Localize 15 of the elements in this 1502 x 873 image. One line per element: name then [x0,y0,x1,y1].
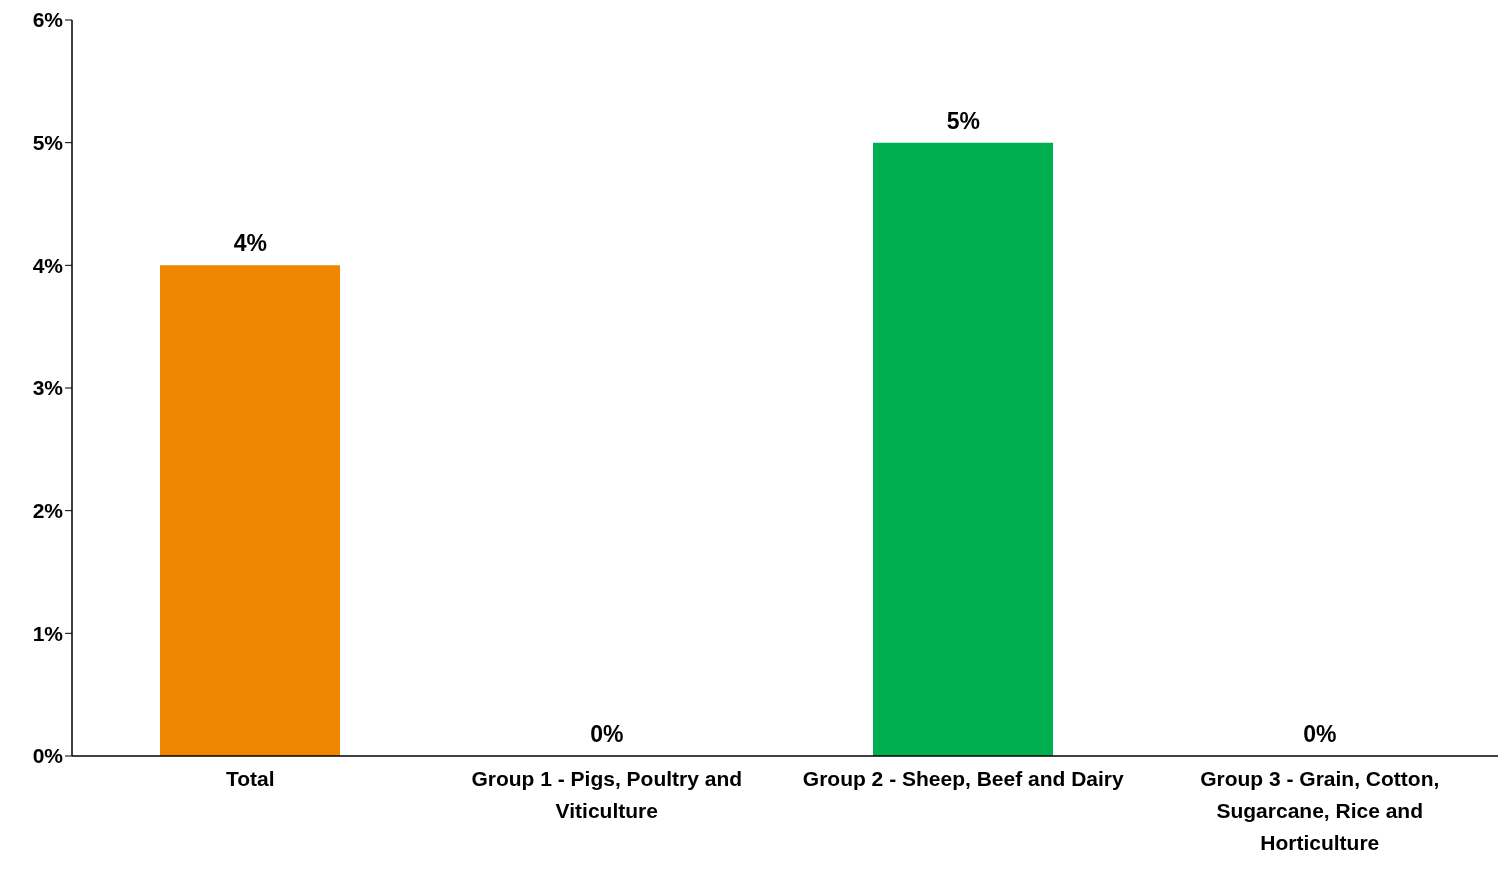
y-tick-label: 2% [32,499,64,523]
y-tick-label: 1% [32,621,64,645]
y-tick-label: 0% [32,744,64,768]
data-label: 0% [590,721,624,747]
y-tick-label: 5% [32,131,64,155]
data-label: 4% [233,230,267,257]
y-tick-label: 4% [32,253,64,277]
x-tick-label: Group 2 - Sheep, Beef and Dairy [802,767,1125,790]
x-tick-label: Group 1 - Pigs, Poultry and Viticulture [471,767,743,822]
y-tick-label: 3% [32,376,64,400]
x-tick-label: Total [225,767,275,790]
y-tick-label: 6% [32,8,64,32]
data-label: 0% [1303,721,1337,747]
x-tick-label: Group 3 - Grain, Cotton, Sugarcane, Rice and Horticulture [1200,767,1440,854]
data-label: 5% [946,107,980,134]
